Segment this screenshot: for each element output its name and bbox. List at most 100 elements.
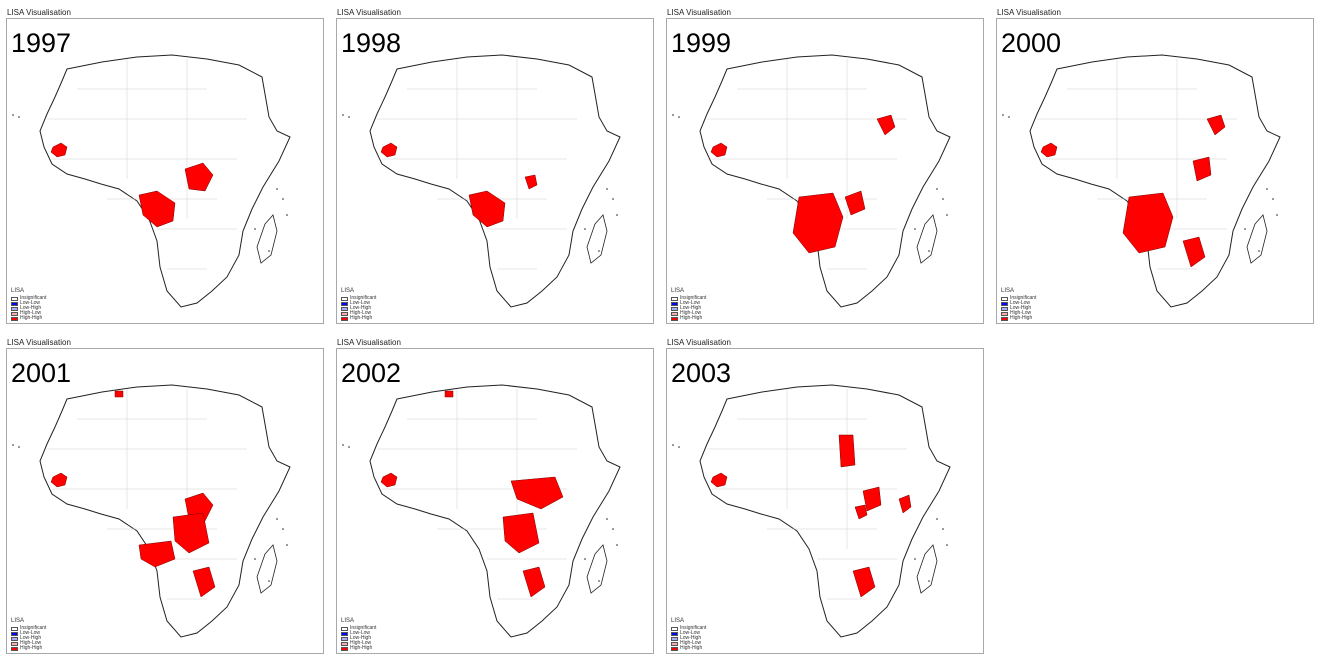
island-dot (282, 528, 284, 530)
high-high-cluster-central-small (854, 504, 868, 520)
legend-label: Low-Low (350, 630, 371, 636)
legend-item: High-High (1001, 316, 1036, 321)
island-dot (946, 214, 948, 216)
legend-label: High-Low (20, 640, 42, 646)
madagascar-outline (586, 214, 608, 264)
legend-item: High-Low (1001, 311, 1036, 316)
legend-label: Insignificant (20, 625, 47, 631)
island-dot (678, 116, 680, 118)
legend-label: Insignificant (1010, 295, 1037, 301)
legend-label: Insignificant (680, 295, 707, 301)
legend-swatch (671, 646, 678, 651)
madagascar-outline (256, 544, 278, 594)
map-frame: 1997 LISA Insignificant Low-Low Low-High Hig… (6, 18, 324, 324)
legend-title: LISA (671, 618, 685, 624)
high-high-cluster-sudan-west (838, 434, 856, 468)
legend-item: Insignificant (341, 626, 376, 631)
island-dot (1008, 116, 1010, 118)
legend-label: Insignificant (20, 295, 47, 301)
legend: LISA Insignificant Low-Low Low-High High-Low… (671, 288, 706, 321)
legend-item: High-Low (341, 311, 376, 316)
legend-swatch (11, 296, 18, 301)
high-high-cluster-west-coast (380, 472, 398, 488)
lisa-panel-2001: LISA Visualisation 2001 LISA Insignifican… (6, 335, 324, 654)
island-dot (928, 580, 930, 582)
legend-swatch (11, 641, 18, 646)
legend-item: Low-High (671, 306, 706, 311)
island-dot (18, 116, 20, 118)
legend-label: Low-High (350, 635, 372, 641)
africa-map (1002, 54, 1281, 308)
africa-map (672, 54, 951, 308)
legend-title: LISA (341, 618, 355, 624)
lisa-panel-1998: LISA Visualisation 1998 LISA Insignifican… (336, 5, 654, 324)
panel-title: LISA Visualisation (997, 8, 1061, 17)
island-dot (12, 114, 14, 116)
island-dot (584, 228, 586, 230)
africa-map (12, 384, 291, 638)
high-high-cluster-sudan-east (510, 476, 564, 510)
island-dot (942, 198, 944, 200)
legend-item: Insignificant (1001, 296, 1036, 301)
legend-swatch (1001, 311, 1008, 316)
legend-item: Low-High (11, 636, 46, 641)
high-high-cluster-central-large (792, 192, 844, 254)
legend-item: Low-Low (1001, 301, 1036, 306)
island-dot (12, 444, 14, 446)
legend-swatch (671, 631, 678, 636)
africa-map (12, 54, 291, 308)
legend-label: Low-High (680, 305, 702, 311)
legend-item: High-Low (341, 641, 376, 646)
legend-swatch (341, 296, 348, 301)
legend-swatch (11, 626, 18, 631)
legend-label: High-High (350, 315, 373, 321)
island-dot (606, 518, 608, 520)
legend: LISA Insignificant Low-Low Low-High High-Low… (1001, 288, 1036, 321)
legend-label: High-Low (1010, 310, 1032, 316)
island-dot (914, 558, 916, 560)
legend-label: Low-Low (20, 300, 41, 306)
legend-item: Low-Low (671, 301, 706, 306)
legend-label: Low-Low (680, 630, 701, 636)
legend-swatch (341, 306, 348, 311)
island-dot (672, 444, 674, 446)
legend-label: Low-High (1010, 305, 1032, 311)
island-dot (342, 114, 344, 116)
island-dot (276, 188, 278, 190)
legend-label: High-Low (350, 310, 372, 316)
lisa-panel-2000: LISA Visualisation 2000 LISA Insignifican… (996, 5, 1314, 324)
legend-swatch (341, 641, 348, 646)
legend-swatch (11, 636, 18, 641)
legend-item: Insignificant (341, 296, 376, 301)
island-dot (348, 446, 350, 448)
legend-swatch (671, 316, 678, 321)
high-high-cluster-angola (138, 540, 176, 568)
map-frame: 1999 LISA Insignificant Low-Low Low-High Hig… (666, 18, 984, 324)
legend-title: LISA (1001, 288, 1015, 294)
legend: LISA Insignificant Low-Low Low-High High-Low… (341, 618, 376, 651)
high-high-cluster-central-small (524, 174, 538, 190)
africa-outline (699, 54, 951, 308)
year-label: 2003 (671, 358, 732, 388)
legend-title: LISA (11, 288, 25, 294)
legend-label: Low-Low (680, 300, 701, 306)
legend-item: High-High (11, 316, 46, 321)
island-dot (936, 518, 938, 520)
high-high-cluster-west-coast (50, 142, 68, 158)
map-frame: 1998 LISA Insignificant Low-Low Low-High Hig… (336, 18, 654, 324)
legend-label: High-High (680, 315, 703, 321)
island-dot (1244, 228, 1246, 230)
legend-label: Low-Low (20, 630, 41, 636)
map-frame: 2000 LISA Insignificant Low-Low Low-High Hig… (996, 18, 1314, 324)
island-dot (254, 558, 256, 560)
legend-swatch (11, 301, 18, 306)
high-high-cluster-west-coast (1040, 142, 1058, 158)
high-high-cluster-central-west (138, 190, 176, 228)
lisa-panel-2003: LISA Visualisation 2003 LISA Insignifican… (666, 335, 984, 654)
island-dot (598, 580, 600, 582)
legend-label: High-Low (20, 310, 42, 316)
panel-title: LISA Visualisation (667, 8, 731, 17)
madagascar-outline (586, 544, 608, 594)
legend-item: High-High (341, 316, 376, 321)
legend-item: Low-Low (341, 301, 376, 306)
